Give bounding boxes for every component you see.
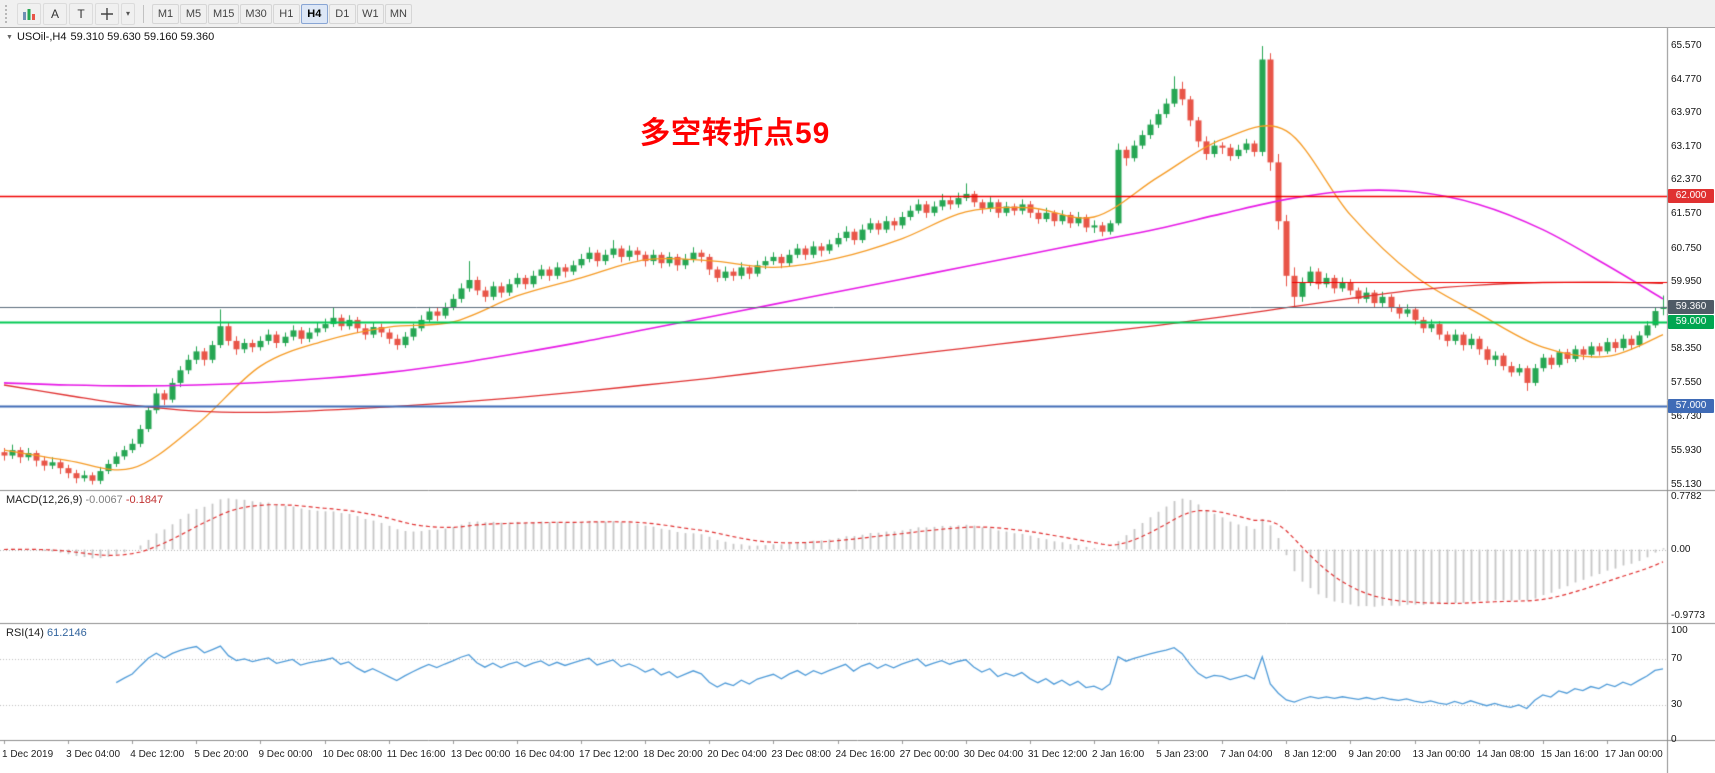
time-label: 31 Dec 12:00	[1027, 749, 1088, 760]
time-label: 17 Jan 00:00	[1604, 749, 1663, 760]
time-label: 10 Dec 08:00	[322, 749, 383, 760]
price-tick: 56.730	[1671, 411, 1702, 423]
text-tool-button[interactable]: T	[69, 2, 93, 25]
price-chart-canvas[interactable]	[0, 28, 1715, 773]
time-label: 13 Dec 00:00	[450, 749, 511, 760]
time-label: 20 Dec 04:00	[707, 749, 767, 760]
timeframe-h1-button[interactable]: H1	[272, 3, 300, 24]
time-label: 8 Jan 12:00	[1284, 749, 1337, 760]
time-label: 5 Dec 20:00	[194, 749, 249, 760]
time-label: 27 Dec 00:00	[899, 749, 960, 760]
time-label: 13 Jan 00:00	[1412, 749, 1471, 760]
cursor-dropdown-button[interactable]: ▾	[121, 2, 135, 25]
toolbar-grip[interactable]	[5, 4, 10, 23]
time-label: 24 Dec 16:00	[835, 749, 896, 760]
macd-tick: 0.00	[1671, 543, 1691, 555]
rsi-label: RSI(14) 61.2146	[6, 627, 87, 639]
time-label: 11 Dec 16:00	[386, 749, 446, 760]
price-badge-current-price: 59.360	[1668, 299, 1714, 314]
indicators-icon	[21, 6, 37, 22]
chart-overlay: ▼ USOil-,H4 59.310 59.630 59.160 59.360 …	[0, 28, 1715, 773]
macd-tick: 0.7782	[1671, 490, 1702, 502]
price-tick: 64.770	[1671, 73, 1702, 85]
timeframe-group: M1 M5 M15 M30 H1 H4 D1 W1 MN	[152, 3, 412, 24]
chart-title: ▼ USOil-,H4 59.310 59.630 59.160 59.360	[6, 31, 214, 43]
time-label: 16 Dec 04:00	[514, 749, 575, 760]
price-badge-support-57: 57.000	[1668, 399, 1714, 413]
macd-name: MACD(12,26,9)	[6, 494, 83, 506]
time-label: 15 Jan 16:00	[1540, 749, 1599, 760]
macd-value-signal: -0.1847	[125, 494, 164, 506]
time-label: 2 Jan 16:00	[1091, 749, 1145, 760]
time-label: 1 Dec 2019	[2, 749, 54, 760]
rsi-name: RSI(14)	[6, 627, 44, 639]
macd-tick: -0.9773	[1671, 610, 1705, 621]
timeframe-m30-button[interactable]: M30	[240, 3, 272, 24]
price-tick: 63.170	[1671, 140, 1702, 152]
timeframe-d1-button[interactable]: D1	[328, 3, 356, 24]
chevron-down-icon[interactable]: ▼	[6, 33, 13, 41]
toolbar-separator	[143, 4, 144, 23]
time-label: 7 Jan 04:00	[1220, 749, 1273, 760]
timeframe-m15-button[interactable]: M15	[208, 3, 240, 24]
price-tick: 55.130	[1671, 478, 1702, 490]
chart-area: ▼ USOil-,H4 59.310 59.630 59.160 59.360 …	[0, 28, 1715, 773]
price-tick: 55.930	[1671, 444, 1702, 456]
timeframe-m5-button[interactable]: M5	[180, 3, 207, 24]
time-label: 30 Dec 04:00	[963, 749, 1024, 760]
time-label: 4 Dec 12:00	[130, 749, 185, 760]
macd-value-main: -0.0067	[85, 494, 123, 506]
crosshair-icon	[100, 7, 114, 21]
price-badge-resistance-62: 62.000	[1668, 189, 1714, 203]
timeframe-mn-button[interactable]: MN	[384, 3, 412, 24]
time-label: 5 Jan 23:00	[1156, 749, 1209, 760]
price-tick: 57.550	[1671, 376, 1702, 388]
text-label-button[interactable]: A	[43, 2, 67, 25]
macd-label: MACD(12,26,9) -0.0067 -0.1847	[6, 494, 163, 506]
time-label: 14 Jan 08:00	[1476, 749, 1535, 760]
chart-toolbar: A T ▾ M1 M5 M15 M30 H1 H4 D1 W1 MN	[0, 0, 1715, 28]
ohlc-values: 59.310 59.630 59.160 59.360	[70, 31, 215, 43]
time-label: 9 Dec 00:00	[258, 749, 313, 760]
rsi-tick: 0	[1671, 734, 1677, 745]
price-tick: 60.750	[1671, 242, 1702, 254]
rsi-tick: 100	[1671, 625, 1688, 636]
timeframe-w1-button[interactable]: W1	[356, 3, 384, 24]
chevron-down-icon: ▾	[125, 9, 130, 18]
rsi-tick: 30	[1671, 699, 1683, 711]
price-tick: 59.950	[1671, 276, 1702, 288]
price-tick: 62.370	[1671, 174, 1702, 186]
timeframe-h4-button[interactable]: H4	[300, 3, 328, 24]
timeframe-m1-button[interactable]: M1	[152, 3, 179, 24]
indicators-icon-button[interactable]	[17, 2, 41, 25]
rsi-value: 61.2146	[46, 627, 87, 639]
price-annotation: 多空转折点59	[640, 117, 831, 150]
rsi-tick: 70	[1671, 652, 1683, 664]
price-tick: 65.570	[1671, 40, 1702, 52]
time-label: 23 Dec 08:00	[771, 749, 831, 760]
time-label: 9 Jan 20:00	[1348, 749, 1401, 760]
price-badge-support-59: 59.000	[1668, 315, 1714, 329]
symbol-period-label: USOil-,H4	[16, 31, 67, 43]
time-label: 3 Dec 04:00	[66, 749, 121, 760]
price-tick: 63.970	[1671, 107, 1702, 119]
time-label: 18 Dec 20:00	[643, 749, 703, 760]
price-tick: 61.570	[1671, 208, 1702, 220]
time-label: 17 Dec 12:00	[579, 749, 639, 760]
price-tick: 58.350	[1671, 343, 1702, 355]
crosshair-icon-button[interactable]	[95, 2, 119, 25]
